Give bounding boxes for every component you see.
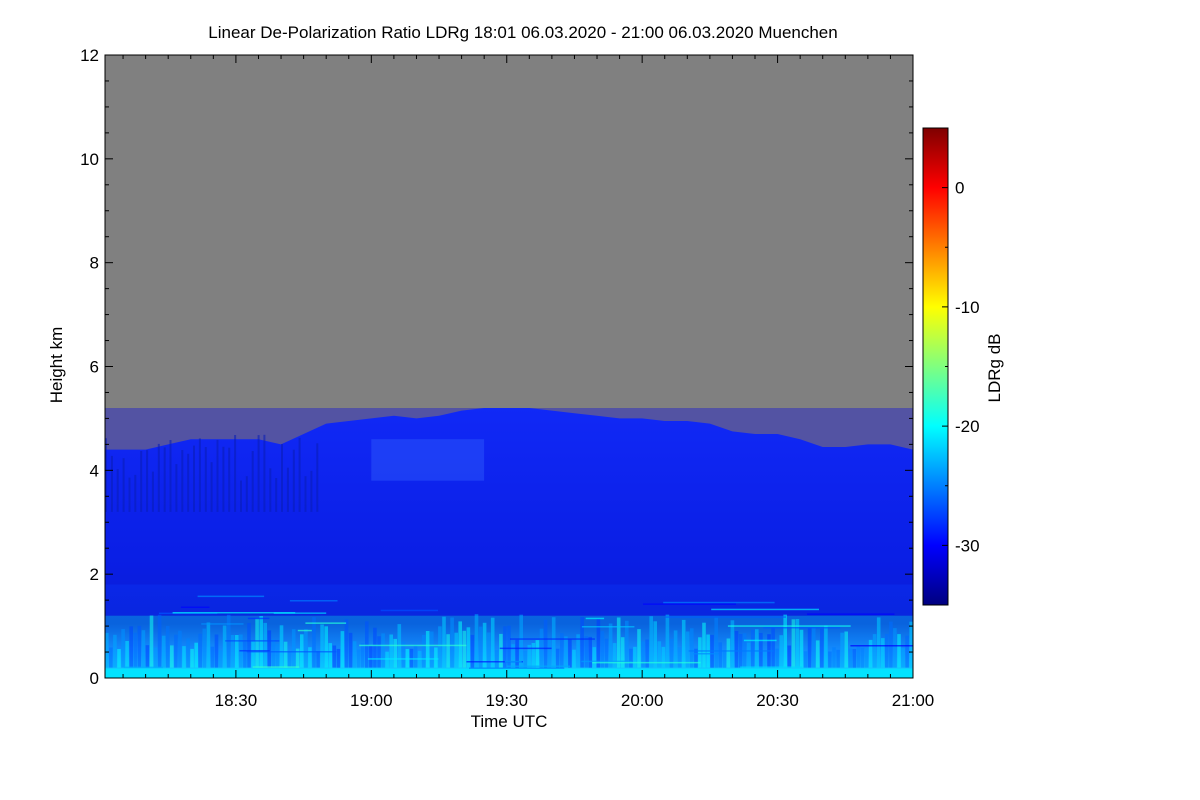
colorbar-gradient [922, 127, 949, 606]
y-tick-label: 4 [90, 461, 99, 480]
layer-free-troposphere [105, 408, 913, 585]
colorbar-tick-label: -30 [955, 536, 980, 555]
y-tick-label: 2 [90, 565, 99, 584]
x-tick-label: 19:00 [350, 691, 393, 710]
colorbar-label: LDRg dB [985, 334, 1004, 403]
plot-area [104, 54, 914, 679]
x-tick-label: 20:00 [621, 691, 664, 710]
x-tick-label: 20:30 [756, 691, 799, 710]
colorbar-tick-label: -20 [955, 417, 980, 436]
y-tick-label: 6 [90, 358, 99, 377]
layer-mixed-aerosol-layer [105, 584, 913, 616]
colorbar-tick-label: 0 [955, 179, 964, 198]
x-axis-label: Time UTC [471, 712, 548, 731]
x-axis: 18:30 19:00 19:30 20:00 20:30 21:00 [122, 55, 935, 710]
colorbar: 0 -10 -20 -30 LDRg dB [922, 127, 1004, 606]
y-axis-label: Height km [47, 327, 66, 404]
heatmap-data [105, 408, 913, 678]
signal-region [105, 408, 913, 678]
y-tick-label: 12 [80, 46, 99, 65]
y-axis: 0 2 4 6 8 10 12 [80, 46, 913, 688]
y-tick-label: 0 [90, 669, 99, 688]
x-tick-label: 18:30 [215, 691, 258, 710]
y-tick-label: 8 [90, 254, 99, 273]
x-tick-label: 19:30 [485, 691, 528, 710]
chart-title: Linear De-Polarization Ratio LDRg 18:01 … [208, 23, 837, 42]
y-tick-label: 10 [80, 150, 99, 169]
colorbar-tick-label: -10 [955, 298, 980, 317]
x-tick-label: 21:00 [892, 691, 935, 710]
